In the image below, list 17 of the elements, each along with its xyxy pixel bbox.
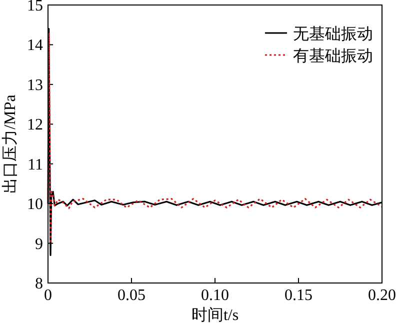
legend-label: 有基础振动: [293, 47, 373, 65]
y-tick-label: 8: [35, 276, 43, 292]
x-tick-label: 0.05: [118, 287, 146, 304]
y-tick-label: 11: [28, 156, 43, 174]
legend-label: 无基础振动: [293, 25, 373, 43]
y-tick-label: 10: [27, 196, 43, 214]
x-tick-label: 0.20: [368, 287, 396, 304]
y-tick-label: 15: [27, 0, 43, 14]
x-tick-label: 0.10: [201, 287, 229, 304]
x-axis-title: 时间t/s: [191, 306, 239, 323]
x-tick-label: 0.15: [284, 287, 312, 304]
y-tick-label: 9: [35, 236, 43, 253]
y-tick-label: 14: [27, 37, 43, 54]
x-tick-label: 0: [44, 287, 52, 304]
y-tick-label: 12: [27, 116, 43, 134]
y-tick-label: 13: [27, 76, 43, 94]
y-axis-title: 出口压力/MPa: [1, 94, 19, 194]
